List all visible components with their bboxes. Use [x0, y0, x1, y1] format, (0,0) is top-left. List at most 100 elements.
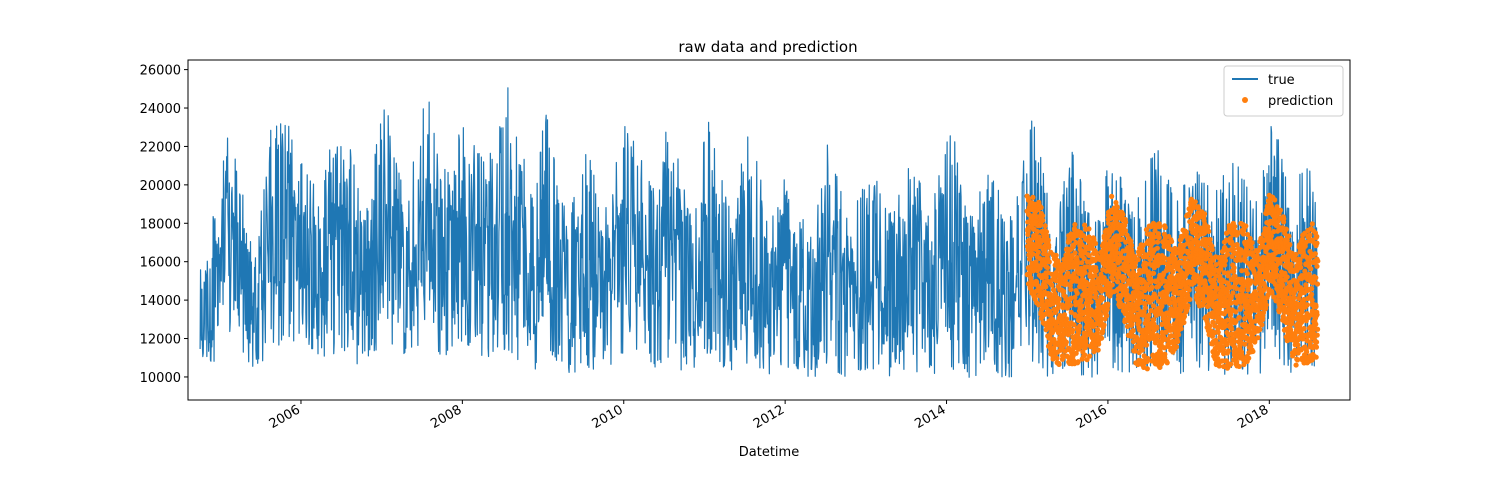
prediction-point [1169, 238, 1175, 245]
prediction-point [1280, 282, 1286, 288]
prediction-point [1134, 283, 1141, 289]
prediction-point [1308, 266, 1314, 272]
prediction-point [1122, 283, 1128, 289]
prediction-point [1162, 351, 1168, 357]
prediction-point [1224, 230, 1230, 236]
prediction-point [1240, 231, 1247, 237]
prediction-point [1145, 294, 1151, 300]
x-axis: 2006 2008 2010 2012 2014 2016 2018 [267, 400, 1271, 432]
y-tick-label: 10000 [140, 371, 181, 386]
prediction-point [1217, 273, 1223, 279]
prediction-point [1230, 246, 1237, 252]
prediction-point [1124, 323, 1131, 330]
prediction-point [1085, 303, 1091, 309]
prediction-point [1298, 264, 1304, 271]
prediction-point [1243, 223, 1249, 229]
x-axis-label: Datetime [739, 445, 799, 460]
prediction-point [1314, 326, 1321, 332]
prediction-point [1051, 345, 1057, 351]
prediction-point [1150, 303, 1157, 309]
prediction-point [1097, 284, 1103, 290]
prediction-point [1314, 263, 1320, 269]
prediction-point [1207, 251, 1213, 258]
prediction-point [1098, 316, 1104, 322]
prediction-point [1313, 275, 1319, 281]
prediction-point [1078, 297, 1084, 303]
prediction-point [1083, 342, 1089, 348]
prediction-point [1038, 204, 1044, 211]
prediction-point [1294, 357, 1301, 363]
prediction-point [1192, 199, 1198, 205]
prediction-point [1173, 286, 1179, 292]
prediction-point [1208, 289, 1214, 295]
prediction-point [1079, 303, 1085, 309]
prediction-point [1162, 224, 1168, 231]
prediction-point [1222, 262, 1228, 268]
prediction-point [1073, 350, 1079, 356]
prediction-point [1314, 312, 1320, 318]
prediction-point [1103, 268, 1109, 274]
prediction-point [1132, 264, 1138, 270]
prediction-point [1101, 322, 1107, 328]
y-tick-label: 14000 [140, 294, 181, 309]
prediction-point [1273, 266, 1279, 272]
prediction-point [1195, 204, 1201, 210]
prediction-point [1216, 363, 1222, 369]
prediction-point [1109, 193, 1115, 199]
prediction-point [1034, 229, 1041, 235]
legend-prediction-marker [1242, 97, 1248, 103]
prediction-point [1304, 349, 1310, 355]
prediction-point [1182, 255, 1188, 261]
prediction-point [1092, 240, 1099, 247]
prediction-point [1314, 281, 1321, 287]
prediction-point [1238, 304, 1244, 311]
prediction-point [1281, 216, 1287, 222]
y-tick-label: 16000 [140, 256, 181, 271]
prediction-point [1077, 323, 1083, 329]
prediction-point [1145, 355, 1151, 362]
prediction-point [1233, 285, 1239, 292]
prediction-point [1086, 252, 1092, 259]
prediction-point [1142, 305, 1149, 311]
prediction-point [1075, 260, 1081, 266]
prediction-point [1207, 323, 1213, 329]
y-tick-label: 18000 [140, 217, 181, 232]
series-true-line [199, 87, 1318, 378]
prediction-point [1260, 310, 1267, 316]
prediction-point [1220, 347, 1227, 353]
prediction-point [1129, 321, 1135, 328]
prediction-point [1164, 360, 1170, 366]
prediction-point [1266, 226, 1272, 232]
prediction-point [1060, 267, 1066, 273]
prediction-point [1165, 316, 1172, 322]
prediction-point [1221, 270, 1227, 276]
prediction-point [1051, 336, 1057, 343]
prediction-point [1250, 348, 1256, 355]
prediction-point [1313, 304, 1319, 310]
prediction-point [1230, 268, 1237, 275]
prediction-point [1045, 238, 1051, 244]
prediction-point [1263, 302, 1269, 308]
prediction-point [1061, 312, 1068, 318]
prediction-point [1259, 322, 1265, 328]
prediction-point [1072, 294, 1078, 300]
prediction-point [1245, 293, 1251, 299]
prediction-point [1188, 196, 1194, 202]
y-tick-label: 20000 [140, 179, 181, 194]
prediction-point [1100, 328, 1106, 335]
prediction-point [1053, 252, 1059, 258]
prediction-point [1028, 275, 1034, 281]
prediction-point [1173, 344, 1180, 350]
legend-true-label: true [1268, 73, 1295, 88]
prediction-point [1215, 286, 1221, 292]
prediction-point [1277, 207, 1283, 213]
prediction-point [1114, 279, 1121, 285]
prediction-point [1155, 333, 1161, 339]
legend-prediction-label: prediction [1268, 94, 1333, 109]
prediction-point [1086, 353, 1093, 359]
prediction-point [1042, 223, 1048, 229]
prediction-point [1082, 352, 1088, 358]
prediction-point [1099, 335, 1105, 341]
prediction-point [1128, 238, 1134, 244]
prediction-point [1224, 251, 1231, 257]
